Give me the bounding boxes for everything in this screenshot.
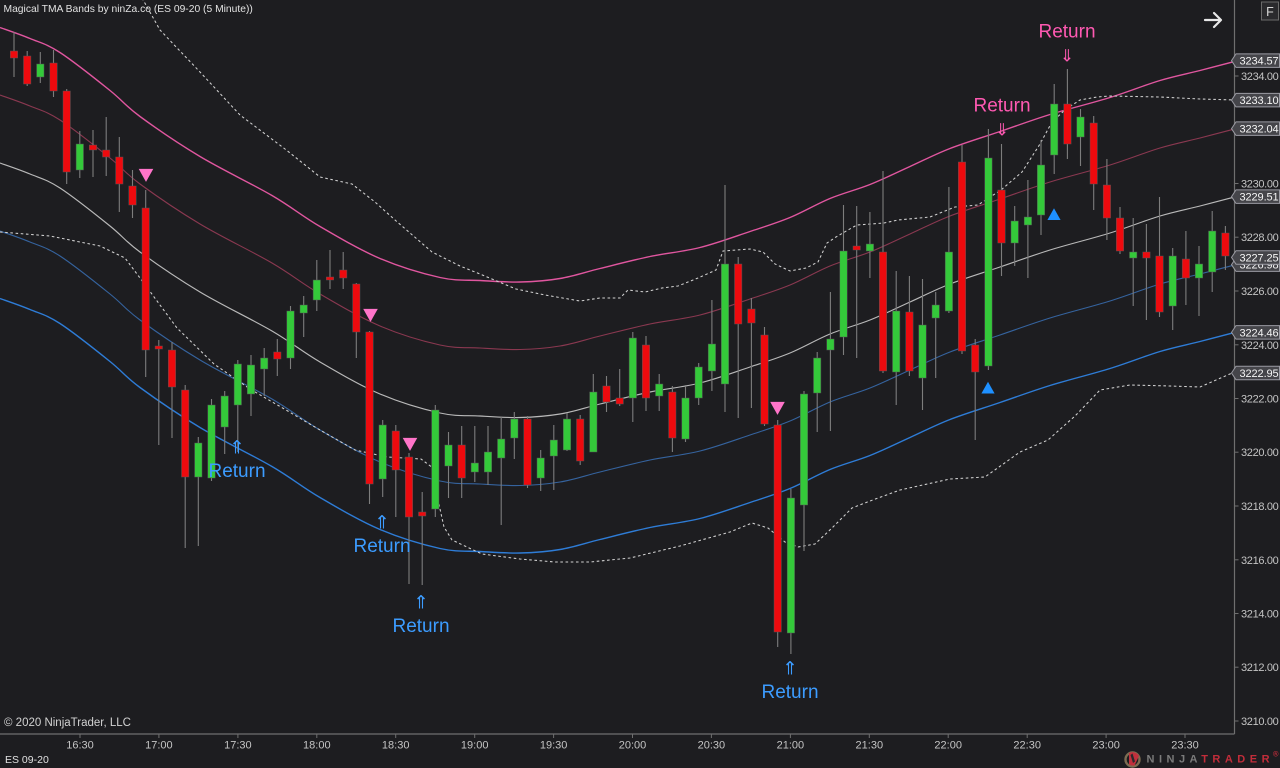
svg-text:3234.00: 3234.00: [1241, 71, 1279, 83]
svg-text:⇑: ⇑: [229, 437, 245, 458]
svg-text:Return: Return: [973, 96, 1030, 117]
svg-text:3224.46: 3224.46: [1240, 327, 1279, 339]
svg-text:22:00: 22:00: [934, 740, 962, 752]
svg-text:3222.00: 3222.00: [1241, 394, 1279, 406]
svg-text:3218.00: 3218.00: [1241, 501, 1279, 513]
svg-text:3220.00: 3220.00: [1241, 447, 1279, 459]
svg-text:⇑: ⇑: [413, 592, 429, 613]
svg-text:18:30: 18:30: [382, 740, 410, 752]
svg-text:Return: Return: [353, 536, 410, 557]
svg-text:Return: Return: [761, 682, 818, 703]
svg-text:3212.00: 3212.00: [1241, 662, 1279, 674]
svg-text:16:30: 16:30: [66, 740, 94, 752]
svg-text:Return: Return: [392, 616, 449, 637]
svg-text:21:00: 21:00: [777, 740, 805, 752]
svg-text:3210.00: 3210.00: [1241, 716, 1279, 728]
svg-text:®: ®: [1273, 750, 1279, 759]
svg-text:20:00: 20:00: [619, 740, 647, 752]
svg-text:⇑: ⇑: [374, 512, 390, 533]
svg-text:⇑: ⇑: [782, 658, 798, 679]
svg-text:23:00: 23:00: [1092, 740, 1120, 752]
svg-text:F: F: [1266, 5, 1274, 19]
svg-text:19:00: 19:00: [461, 740, 489, 752]
svg-text:⇓: ⇓: [995, 121, 1009, 140]
svg-text:3230.00: 3230.00: [1241, 179, 1279, 191]
svg-text:Return: Return: [1038, 22, 1095, 43]
svg-text:23:30: 23:30: [1171, 740, 1199, 752]
svg-text:3214.00: 3214.00: [1241, 609, 1279, 621]
svg-text:⇓: ⇓: [1060, 47, 1074, 66]
svg-text:3229.51: 3229.51: [1240, 192, 1279, 204]
svg-text:21:30: 21:30: [856, 740, 884, 752]
svg-text:© 2020 NinjaTrader, LLC: © 2020 NinjaTrader, LLC: [4, 717, 131, 729]
svg-text:20:30: 20:30: [698, 740, 726, 752]
svg-text:3226.00: 3226.00: [1241, 286, 1279, 298]
svg-text:3228.00: 3228.00: [1241, 232, 1279, 244]
svg-text:19:30: 19:30: [540, 740, 568, 752]
svg-text:3216.00: 3216.00: [1241, 555, 1279, 567]
svg-text:3232.04: 3232.04: [1240, 124, 1279, 136]
svg-text:17:00: 17:00: [145, 740, 173, 752]
svg-text:3234.57: 3234.57: [1240, 56, 1279, 68]
svg-text:3233.10: 3233.10: [1240, 95, 1279, 107]
svg-text:3222.95: 3222.95: [1240, 368, 1279, 380]
svg-text:NINJATRADER: NINJATRADER: [1147, 754, 1275, 766]
svg-text:Magical TMA Bands by ninZa.co: Magical TMA Bands by ninZa.co (ES 09-20 …: [4, 4, 253, 15]
svg-text:ES 09-20: ES 09-20: [5, 754, 49, 766]
svg-text:22:30: 22:30: [1013, 740, 1041, 752]
svg-text:3224.00: 3224.00: [1241, 340, 1279, 352]
svg-text:18:00: 18:00: [303, 740, 331, 752]
svg-text:Return: Return: [208, 461, 265, 482]
svg-text:3227.25: 3227.25: [1240, 252, 1279, 264]
svg-text:17:30: 17:30: [224, 740, 252, 752]
